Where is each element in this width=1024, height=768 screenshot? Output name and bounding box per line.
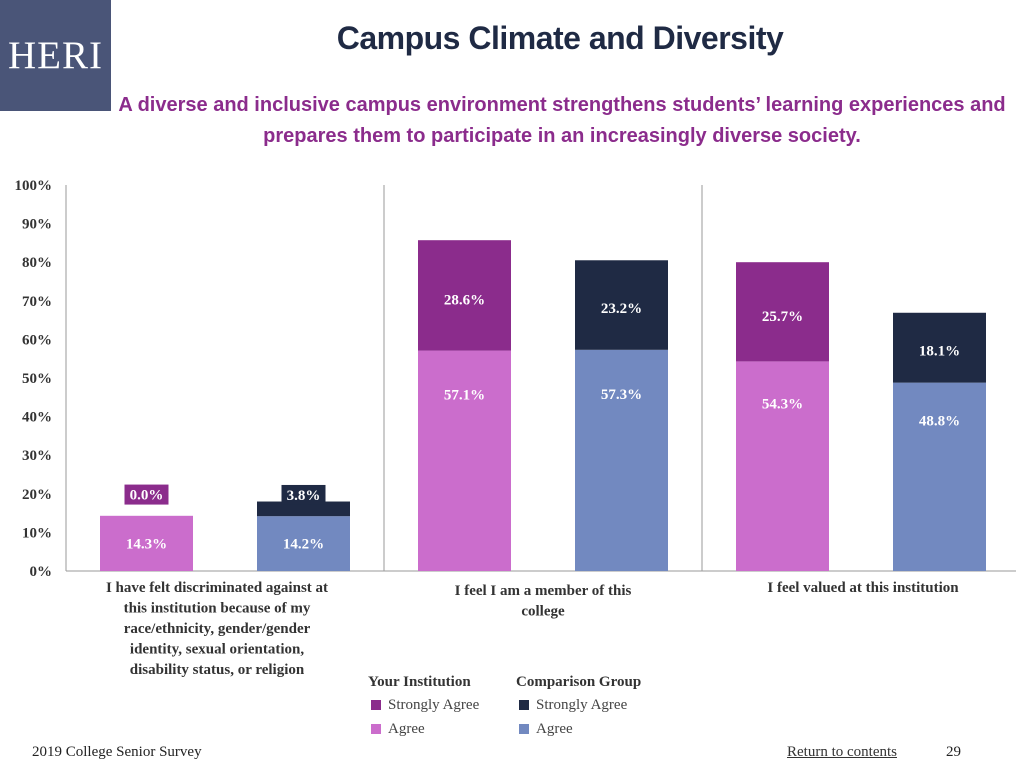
- category-label-1-line-3: race/ethnicity, gender/gender: [124, 621, 311, 637]
- y-tick-label: 10%: [22, 525, 52, 541]
- return-to-contents-link[interactable]: Return to contents: [787, 744, 897, 760]
- footer-survey-name: 2019 College Senior Survey: [32, 744, 202, 760]
- y-tick-label: 80%: [22, 255, 52, 271]
- legend-item-your-agree: Agree: [368, 717, 479, 741]
- bar-comparison-agree-3: [893, 382, 986, 571]
- category-label-2-line-1: I feel I am a member of this: [455, 583, 632, 599]
- y-tick-label: 100%: [15, 178, 53, 194]
- data-label-your-agree-3: 54.3%: [762, 396, 803, 412]
- category-label-3-line-1: I feel valued at this institution: [767, 580, 959, 596]
- data-label-your-agree-2: 57.1%: [444, 388, 485, 404]
- y-tick-label: 60%: [22, 332, 52, 348]
- bar-your-agree-2: [418, 350, 511, 571]
- data-label-comparison-agree-2: 57.3%: [601, 387, 642, 403]
- legend-comparison-group-title: Comparison Group: [516, 674, 642, 690]
- y-tick-label: 70%: [22, 294, 52, 310]
- category-label-1-line-2: this institution because of my: [124, 601, 311, 617]
- data-label-your-strongly-agree-1: 0.0%: [130, 488, 164, 504]
- y-tick-label: 30%: [22, 448, 52, 464]
- legend-your-institution-title: Your Institution: [368, 674, 471, 690]
- bar-comparison-strongly-agree-1: [257, 501, 350, 517]
- legend-label-comp-strongly-agree: Strongly Agree: [536, 697, 628, 713]
- category-label-1-line-4: identity, sexual orientation,: [130, 642, 304, 658]
- y-tick-label: 50%: [22, 371, 52, 387]
- legend-your-institution: Your Institution Strongly Agree Agree: [368, 671, 479, 741]
- legend-swatch-your-strongly-agree: [371, 700, 381, 710]
- bar-comparison-strongly-agree-2: [575, 260, 668, 350]
- bar-your-agree-3: [736, 361, 829, 571]
- data-label-bg-comparison-strongly-agree-1: [281, 484, 326, 505]
- data-label-comparison-strongly-agree-2: 23.2%: [601, 301, 642, 317]
- legend-item-your-strongly-agree: Strongly Agree: [368, 693, 479, 717]
- heri-logo: HERI: [0, 0, 111, 111]
- y-tick-label: 0%: [30, 564, 53, 580]
- data-label-comparison-agree-3: 48.8%: [919, 413, 960, 429]
- legend-swatch-comp-strongly-agree: [519, 700, 529, 710]
- legend-swatch-comp-agree: [519, 724, 529, 734]
- bar-your-strongly-agree-3: [736, 262, 829, 362]
- logo-text: HERI: [8, 34, 103, 77]
- legend-label-comp-agree: Agree: [536, 721, 573, 737]
- category-label-1-line-1: I have felt discriminated against at: [106, 580, 328, 596]
- legend-item-comp-strongly-agree: Strongly Agree: [516, 693, 641, 717]
- bar-your-strongly-agree-2: [418, 240, 511, 351]
- y-tick-label: 40%: [22, 410, 52, 426]
- category-label-2-line-2: college: [521, 604, 565, 620]
- data-label-comparison-strongly-agree-3: 18.1%: [919, 344, 960, 360]
- page-number: 29: [946, 744, 961, 760]
- legend-comparison-group: Comparison Group Strongly Agree Agree: [516, 671, 641, 741]
- y-tick-label: 90%: [22, 217, 52, 233]
- legend-label-your-agree: Agree: [388, 721, 425, 737]
- bar-comparison-strongly-agree-3: [893, 312, 986, 383]
- data-label-your-strongly-agree-2: 28.6%: [444, 292, 485, 308]
- bar-comparison-agree-1: [257, 516, 350, 571]
- data-label-comparison-agree-1: 14.2%: [283, 537, 324, 553]
- data-label-bg-your-strongly-agree-1: [124, 484, 169, 505]
- bar-your-agree-1: [100, 515, 193, 571]
- data-label-comparison-strongly-agree-1: 3.8%: [287, 488, 321, 504]
- bar-comparison-agree-2: [575, 349, 668, 571]
- legend-item-comp-agree: Agree: [516, 717, 641, 741]
- page-title: Campus Climate and Diversity: [336, 20, 784, 56]
- y-tick-label: 20%: [22, 487, 52, 503]
- page-subtitle: A diverse and inclusive campus environme…: [118, 94, 1006, 147]
- data-label-your-agree-1: 14.3%: [126, 536, 167, 552]
- legend-swatch-your-agree: [371, 724, 381, 734]
- data-label-your-strongly-agree-3: 25.7%: [762, 309, 803, 325]
- category-label-1-line-5: disability status, or religion: [130, 662, 305, 678]
- legend-label-your-strongly-agree: Strongly Agree: [388, 697, 480, 713]
